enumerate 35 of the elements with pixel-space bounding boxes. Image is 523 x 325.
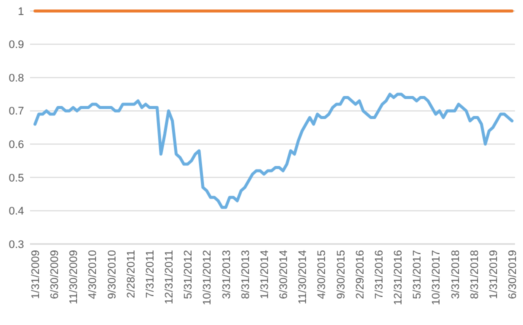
x-tick-label: 1/31/2009: [30, 250, 42, 299]
x-tick-label: 10/31/2017: [430, 250, 443, 306]
y-tick-label: 0.7: [8, 106, 24, 118]
x-tick-label: 5/31/2017: [412, 250, 424, 299]
y-tick-label: 0.4: [8, 206, 24, 218]
y-tick-label: 0.3: [8, 238, 24, 251]
x-tick-label: 7/31/2016: [373, 250, 386, 299]
x-tick-label: 8/31/2018: [468, 250, 481, 299]
x-tick-label: 10/31/2012: [202, 250, 214, 306]
x-tick-label: 5/31/2012: [182, 250, 195, 299]
x-tick-label: 11/30/2014: [297, 250, 310, 304]
y-tick-label: 0.9: [8, 39, 24, 52]
x-tick-label: 9/30/2015: [335, 250, 348, 299]
line-series: [34, 92, 514, 209]
y-tick-label: 1: [18, 6, 24, 18]
y-tick-label: 0.5: [8, 172, 24, 184]
y-tick-label: 0.6: [8, 138, 24, 151]
x-tick-label: 6/30/2014: [278, 250, 290, 299]
x-tick-label: 2/29/2016: [354, 250, 366, 299]
x-tick-label: 3/31/2018: [450, 250, 462, 299]
x-tick-label: 7/31/2011: [144, 250, 156, 298]
y-tick-label: 0.8: [8, 72, 24, 84]
x-tick-label: 9/30/2010: [106, 250, 118, 299]
x-tick-label: 4/30/2015: [316, 250, 328, 299]
x-tick-label: 11/30/2009: [68, 250, 80, 304]
x-tick-label: 6/30/2009: [49, 250, 62, 299]
x-tick-label: 12/31/2016: [392, 250, 405, 306]
x-tick-label: 1/31/2019: [488, 250, 500, 299]
x-tick-label: 8/31/2013: [240, 250, 252, 299]
x-tick-label: 4/30/2010: [87, 250, 100, 299]
x-tick-label: 6/30/2019: [507, 250, 519, 299]
x-tick-label: 12/31/2011: [164, 250, 176, 304]
x-tick-label: 3/31/2013: [220, 250, 233, 299]
x-tick-label: 1/31/2014: [258, 250, 271, 299]
x-tick-label: 2/28/2011: [125, 250, 138, 298]
